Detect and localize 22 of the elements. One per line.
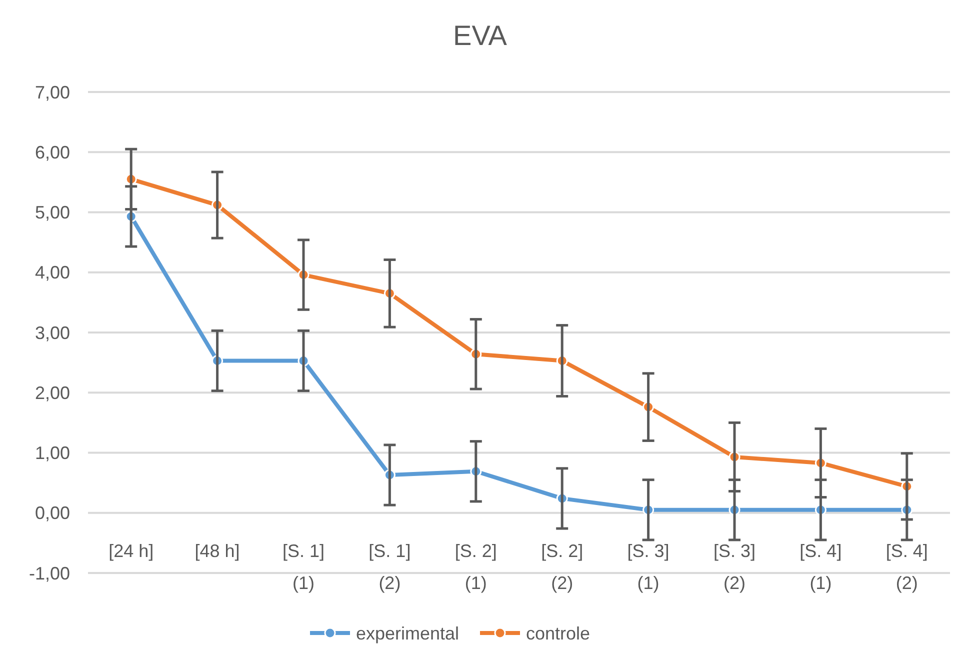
- x-tick-label: [S. 4] (2): [886, 540, 928, 593]
- x-tick-label: [S. 1] (1): [282, 540, 325, 593]
- y-tick-label: 4,00: [34, 262, 70, 283]
- x-tick-label: [24 h]: [108, 540, 154, 561]
- x-tick-label: [S. 2] (2): [541, 540, 584, 593]
- y-tick-label: 7,00: [34, 82, 70, 102]
- legend-label: experimental: [356, 623, 460, 644]
- x-tick-label: [S. 2] (1): [454, 540, 497, 593]
- x-tick-label: [S. 4] (1): [800, 540, 842, 593]
- chart-title: EVA: [453, 20, 508, 51]
- x-tick-label: [S. 3] (2): [713, 540, 756, 593]
- legend-label: controle: [526, 623, 590, 644]
- y-tick-label: 2,00: [34, 382, 70, 403]
- x-tick-label: [48 h]: [194, 540, 240, 561]
- y-tick-label: 5,00: [34, 202, 70, 223]
- y-tick-label: 6,00: [34, 142, 70, 162]
- x-tick-label: [S. 3] (1): [627, 540, 670, 593]
- y-tick-label: -1,00: [28, 563, 70, 584]
- y-tick-label: 3,00: [34, 322, 70, 343]
- y-tick-label: 1,00: [34, 443, 70, 464]
- x-tick-label: [S. 1] (2): [368, 540, 411, 593]
- y-tick-label: 0,00: [34, 503, 70, 524]
